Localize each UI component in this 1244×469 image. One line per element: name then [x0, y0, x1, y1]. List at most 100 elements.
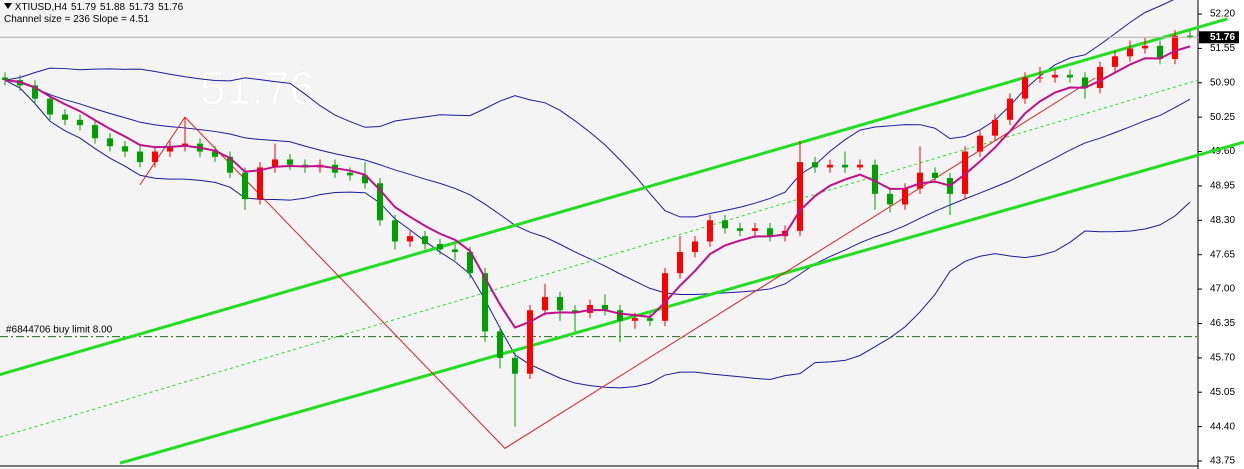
candle-body	[347, 172, 353, 176]
candle-body	[572, 310, 578, 313]
candle-body	[167, 146, 173, 152]
candle-body	[257, 167, 263, 200]
y-tick-label: 44.40	[1210, 421, 1235, 432]
candle-body	[482, 273, 488, 332]
y-tick-label: 48.95	[1210, 181, 1235, 192]
candle-body	[137, 151, 143, 163]
candle-body	[272, 159, 278, 168]
candle-body	[122, 146, 128, 152]
candle-body	[107, 138, 113, 147]
candle-body	[722, 220, 728, 229]
menu-arrow[interactable]	[4, 2, 12, 10]
price-box	[1199, 31, 1239, 44]
y-tick-label: 48.30	[1210, 215, 1235, 226]
candle-body	[287, 159, 293, 165]
ohlc-open: 51.79	[71, 2, 97, 13]
candle-body	[932, 172, 938, 178]
ohlc-low: 51.73	[129, 2, 155, 13]
candle-body	[62, 114, 68, 120]
y-tick-label: 45.05	[1210, 387, 1235, 398]
candle-body	[1112, 56, 1118, 67]
y-tick-label: 50.90	[1210, 77, 1235, 88]
y-tick-label: 47.00	[1210, 284, 1235, 295]
candle-body	[452, 249, 458, 253]
plot-bg	[0, 0, 1198, 469]
y-tick-label: 51.55	[1210, 43, 1235, 54]
candle-body	[1007, 98, 1013, 120]
candle-body	[872, 164, 878, 194]
candle-body	[92, 125, 98, 139]
symbol: XTIUSD,H4	[14, 2, 68, 13]
candle-body	[842, 164, 848, 168]
y-tick-label: 46.35	[1210, 318, 1235, 329]
axis-bg	[1198, 0, 1244, 469]
candle-body	[1127, 48, 1133, 57]
watermark-price: 51.76	[200, 62, 315, 114]
candle-body	[1082, 77, 1088, 89]
candle-body	[857, 164, 863, 168]
candle-body	[752, 228, 758, 231]
candle-body	[962, 151, 968, 194]
price-label: 51.76	[1210, 32, 1235, 43]
candle-body	[422, 236, 428, 245]
candle-body	[1187, 35, 1193, 38]
candle-body	[407, 236, 413, 242]
candle-body	[707, 220, 713, 242]
header: XTIUSD,H4 51.79 51.88 51.73 51.76 Channel si…	[4, 2, 187, 26]
candle-body	[377, 183, 383, 221]
candle-body	[812, 162, 818, 168]
band-middle	[4, 79, 1191, 295]
channel-line	[119, 140, 1244, 465]
channel-info: Channel size = 236 Slope = 4.51	[4, 14, 150, 25]
candle-body	[212, 151, 218, 157]
y-tick-label: 45.70	[1210, 352, 1235, 363]
order-label: #6844706 buy limit 8.00	[6, 324, 113, 335]
channel-line	[139, 77, 1096, 449]
y-tick-label: 50.25	[1210, 112, 1235, 123]
candle-body	[32, 85, 38, 99]
candle-body	[512, 357, 518, 374]
ohlc-high: 51.88	[100, 2, 126, 13]
candle-body	[497, 331, 503, 358]
candle-body	[362, 175, 368, 184]
candle-body	[392, 220, 398, 242]
candle-body	[1037, 77, 1043, 79]
candle-body	[1022, 77, 1028, 99]
candle-body	[692, 241, 698, 253]
candle-body	[1052, 74, 1058, 78]
y-tick-label: 43.75	[1210, 456, 1235, 467]
channel-line	[0, 79, 1199, 438]
candle-body	[602, 304, 608, 311]
candle-body	[542, 297, 548, 311]
candle-body	[527, 310, 533, 374]
candle-body	[827, 164, 833, 168]
candle-body	[227, 156, 233, 173]
candle-body	[917, 172, 923, 189]
y-tick-label: 52.20	[1210, 9, 1235, 20]
y-tick-label: 49.60	[1210, 146, 1235, 157]
candle-body	[557, 297, 563, 311]
candle-body	[767, 228, 773, 237]
ohlc-close: 51.76	[158, 2, 184, 13]
candle-body	[2, 77, 8, 81]
candle-body	[1172, 35, 1178, 59]
candle-body	[632, 318, 638, 321]
candle-body	[467, 252, 473, 274]
candle-body	[1097, 66, 1103, 89]
candle-body	[1157, 45, 1163, 59]
candle-body	[992, 119, 998, 136]
candle-body	[587, 304, 593, 313]
candle-body	[977, 135, 983, 152]
candle-body	[797, 162, 803, 231]
y-tick-label: 47.65	[1210, 249, 1235, 260]
candle-body	[152, 151, 158, 163]
symbol-row: XTIUSD,H4 51.79 51.88 51.73 51.76	[4, 2, 187, 14]
candle-body	[617, 310, 623, 321]
candle-body	[902, 188, 908, 205]
candle-body	[1142, 45, 1148, 49]
candle-body	[677, 252, 683, 274]
moving-average	[4, 45, 1191, 329]
candle-body	[737, 228, 743, 231]
candle-body	[887, 193, 893, 205]
